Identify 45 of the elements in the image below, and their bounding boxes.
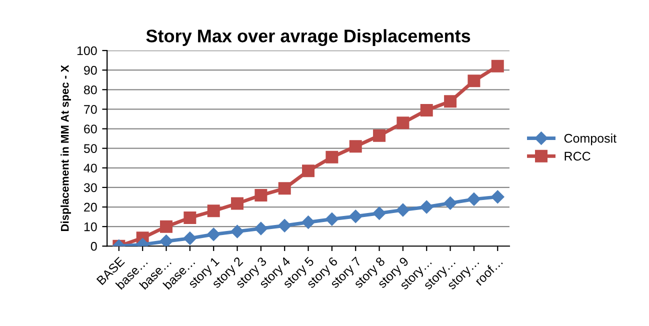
point bbox=[420, 104, 433, 116]
point bbox=[444, 95, 457, 108]
point bbox=[326, 150, 338, 164]
y-tick-label: 100 bbox=[77, 46, 97, 56]
point bbox=[184, 212, 196, 224]
y-tick-label: 80 bbox=[84, 85, 97, 94]
point bbox=[491, 190, 504, 204]
point bbox=[444, 196, 457, 210]
point bbox=[349, 140, 362, 153]
y-tick-label: 30 bbox=[84, 183, 97, 192]
y-tick-label: 50 bbox=[84, 144, 97, 153]
point bbox=[468, 74, 480, 88]
y-tick-label: 20 bbox=[84, 202, 97, 212]
point bbox=[373, 129, 386, 142]
point bbox=[467, 192, 481, 206]
y-tick-label: 70 bbox=[84, 105, 97, 114]
point bbox=[278, 219, 292, 232]
y-tick-label: 90 bbox=[84, 66, 97, 75]
point bbox=[160, 220, 173, 233]
point bbox=[254, 189, 268, 202]
point bbox=[372, 206, 386, 220]
y-axis-title: Displacement in MM At spec - X bbox=[60, 64, 71, 232]
y-tick-label: 60 bbox=[84, 124, 97, 134]
point bbox=[207, 228, 220, 241]
legend-label: RCC bbox=[564, 152, 590, 161]
point bbox=[302, 164, 315, 178]
point bbox=[396, 203, 410, 217]
point bbox=[231, 197, 244, 210]
point bbox=[420, 200, 434, 214]
point bbox=[325, 212, 339, 226]
point bbox=[254, 222, 268, 236]
chart-title: Story Max over avrage Displacements bbox=[146, 29, 470, 46]
point bbox=[491, 60, 504, 72]
point bbox=[349, 210, 362, 223]
y-tick-label: 0 bbox=[90, 242, 97, 251]
point bbox=[230, 224, 244, 238]
point bbox=[396, 116, 410, 130]
point bbox=[183, 232, 197, 245]
point bbox=[278, 182, 291, 195]
point bbox=[302, 216, 315, 229]
y-tick-label: 40 bbox=[84, 164, 97, 173]
y-tick-label: 10 bbox=[84, 222, 97, 232]
legend-label: Composit bbox=[564, 134, 616, 146]
point bbox=[160, 234, 173, 246]
point bbox=[207, 204, 220, 218]
